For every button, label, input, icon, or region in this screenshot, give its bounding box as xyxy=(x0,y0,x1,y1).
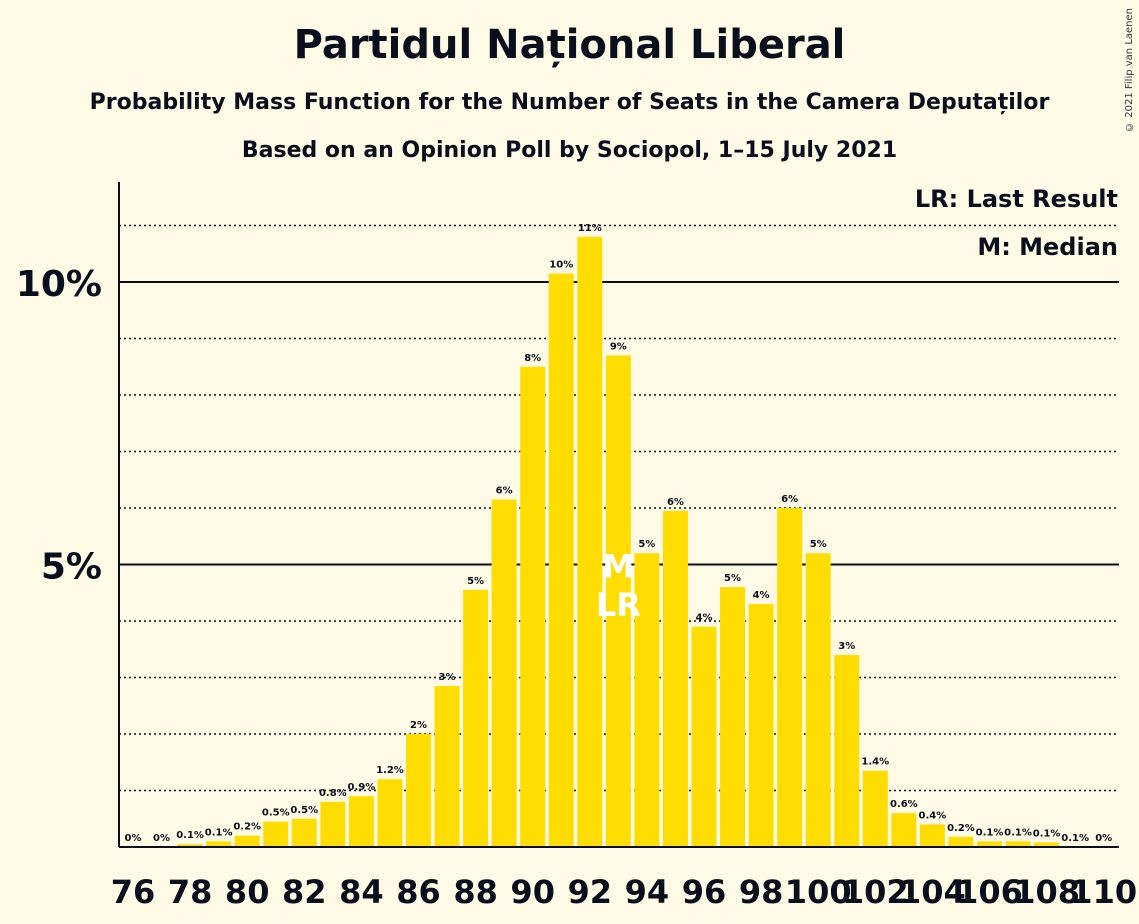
x-tick-label: 76 xyxy=(111,873,156,911)
x-tick-label: 102 xyxy=(842,873,909,911)
chart-title: Partidul Național Liberal xyxy=(293,22,846,68)
y-tick-label: 5% xyxy=(41,547,102,588)
bar-98 xyxy=(748,604,774,847)
bar-86 xyxy=(406,734,431,847)
bar-84 xyxy=(348,796,374,847)
bar-99 xyxy=(777,508,803,847)
data-label-90: 8% xyxy=(524,353,541,364)
bar-102 xyxy=(862,770,888,847)
data-label-101: 3% xyxy=(838,641,855,652)
bar-90 xyxy=(520,366,546,847)
x-tick-label: 86 xyxy=(396,873,441,911)
data-label-76: 0% xyxy=(125,833,142,844)
bar-101 xyxy=(834,654,860,847)
bar-94 xyxy=(634,553,660,847)
data-label-97: 5% xyxy=(724,573,741,584)
x-tick-label: 100 xyxy=(785,873,852,911)
data-label-77: 0% xyxy=(153,833,170,844)
bar-85 xyxy=(377,779,403,847)
data-label-83: 0.8% xyxy=(319,788,347,799)
bar-105 xyxy=(948,836,974,847)
data-label-95: 6% xyxy=(667,497,684,508)
last-result-marker: LR xyxy=(596,586,641,624)
data-label-100: 5% xyxy=(810,539,827,550)
bar-108 xyxy=(1034,842,1060,847)
data-label-82: 0.5% xyxy=(290,805,318,816)
bar-93 xyxy=(605,355,631,847)
bar-87 xyxy=(434,685,460,847)
x-tick-label: 78 xyxy=(168,873,213,911)
x-tick-label: 84 xyxy=(339,873,384,911)
data-label-109: 0.1% xyxy=(1061,833,1089,844)
data-label-84: 0.9% xyxy=(348,782,376,793)
bar-88 xyxy=(463,589,489,847)
x-tick-label: 106 xyxy=(956,873,1023,911)
bar-81 xyxy=(263,821,289,847)
bar-79 xyxy=(206,841,232,847)
bar-107 xyxy=(1005,841,1031,847)
x-tick-label: 96 xyxy=(682,873,727,911)
x-tick-label: 108 xyxy=(1013,873,1080,911)
data-label-108: 0.1% xyxy=(1033,828,1061,839)
bar-106 xyxy=(977,841,1002,847)
bar-100 xyxy=(805,553,831,847)
data-label-98: 4% xyxy=(753,590,770,601)
data-label-107: 0.1% xyxy=(1004,827,1032,838)
data-label-102: 1.4% xyxy=(861,757,889,768)
data-label-104: 0.4% xyxy=(919,810,947,821)
x-tick-label: 104 xyxy=(899,873,966,911)
x-tick-label: 90 xyxy=(510,873,555,911)
bar-91 xyxy=(548,273,574,847)
data-label-110: 0% xyxy=(1095,833,1112,844)
chart-subtitle: Probability Mass Function for the Number… xyxy=(89,90,1050,115)
y-tick-label: 10% xyxy=(16,264,102,305)
data-label-91: 10% xyxy=(549,260,573,271)
bar-104 xyxy=(919,824,945,847)
bar-95 xyxy=(662,510,688,847)
x-tick-label: 110 xyxy=(1070,873,1137,911)
bar-89 xyxy=(491,499,517,847)
data-label-103: 0.6% xyxy=(890,799,918,810)
data-label-96: 4% xyxy=(696,613,713,624)
data-label-87: 3% xyxy=(439,672,456,683)
bar-103 xyxy=(891,813,917,847)
bar-80 xyxy=(234,835,260,847)
data-label-85: 1.2% xyxy=(376,765,404,776)
data-label-106: 0.1% xyxy=(976,827,1004,838)
x-tick-label: 98 xyxy=(739,873,784,911)
median-marker: M xyxy=(602,548,634,586)
data-label-89: 6% xyxy=(496,486,513,497)
x-tick-label: 92 xyxy=(568,873,613,911)
chart-source: Based on an Opinion Poll by Sociopol, 1–… xyxy=(241,138,898,163)
bar-78 xyxy=(177,844,203,847)
x-tick-label: 94 xyxy=(625,873,670,911)
bar-96 xyxy=(691,626,717,847)
data-label-99: 6% xyxy=(781,494,798,505)
data-label-79: 0.1% xyxy=(205,827,233,838)
data-label-81: 0.5% xyxy=(262,808,290,819)
data-label-92: 11% xyxy=(578,223,602,234)
data-label-93: 9% xyxy=(610,341,627,352)
data-label-94: 5% xyxy=(638,539,655,550)
legend-median: M: Median xyxy=(977,233,1118,261)
data-label-78: 0.1% xyxy=(176,830,204,841)
x-tick-label: 80 xyxy=(225,873,270,911)
bar-83 xyxy=(320,801,346,847)
data-label-88: 5% xyxy=(467,576,484,587)
data-label-105: 0.2% xyxy=(947,823,975,834)
bar-92 xyxy=(577,236,603,848)
bar-97 xyxy=(720,587,746,847)
x-tick-label: 82 xyxy=(282,873,327,911)
legend-last-result: LR: Last Result xyxy=(914,185,1118,213)
bar-82 xyxy=(291,818,317,847)
x-tick-label: 88 xyxy=(453,873,498,911)
data-label-80: 0.2% xyxy=(233,822,261,833)
data-label-86: 2% xyxy=(410,720,427,731)
